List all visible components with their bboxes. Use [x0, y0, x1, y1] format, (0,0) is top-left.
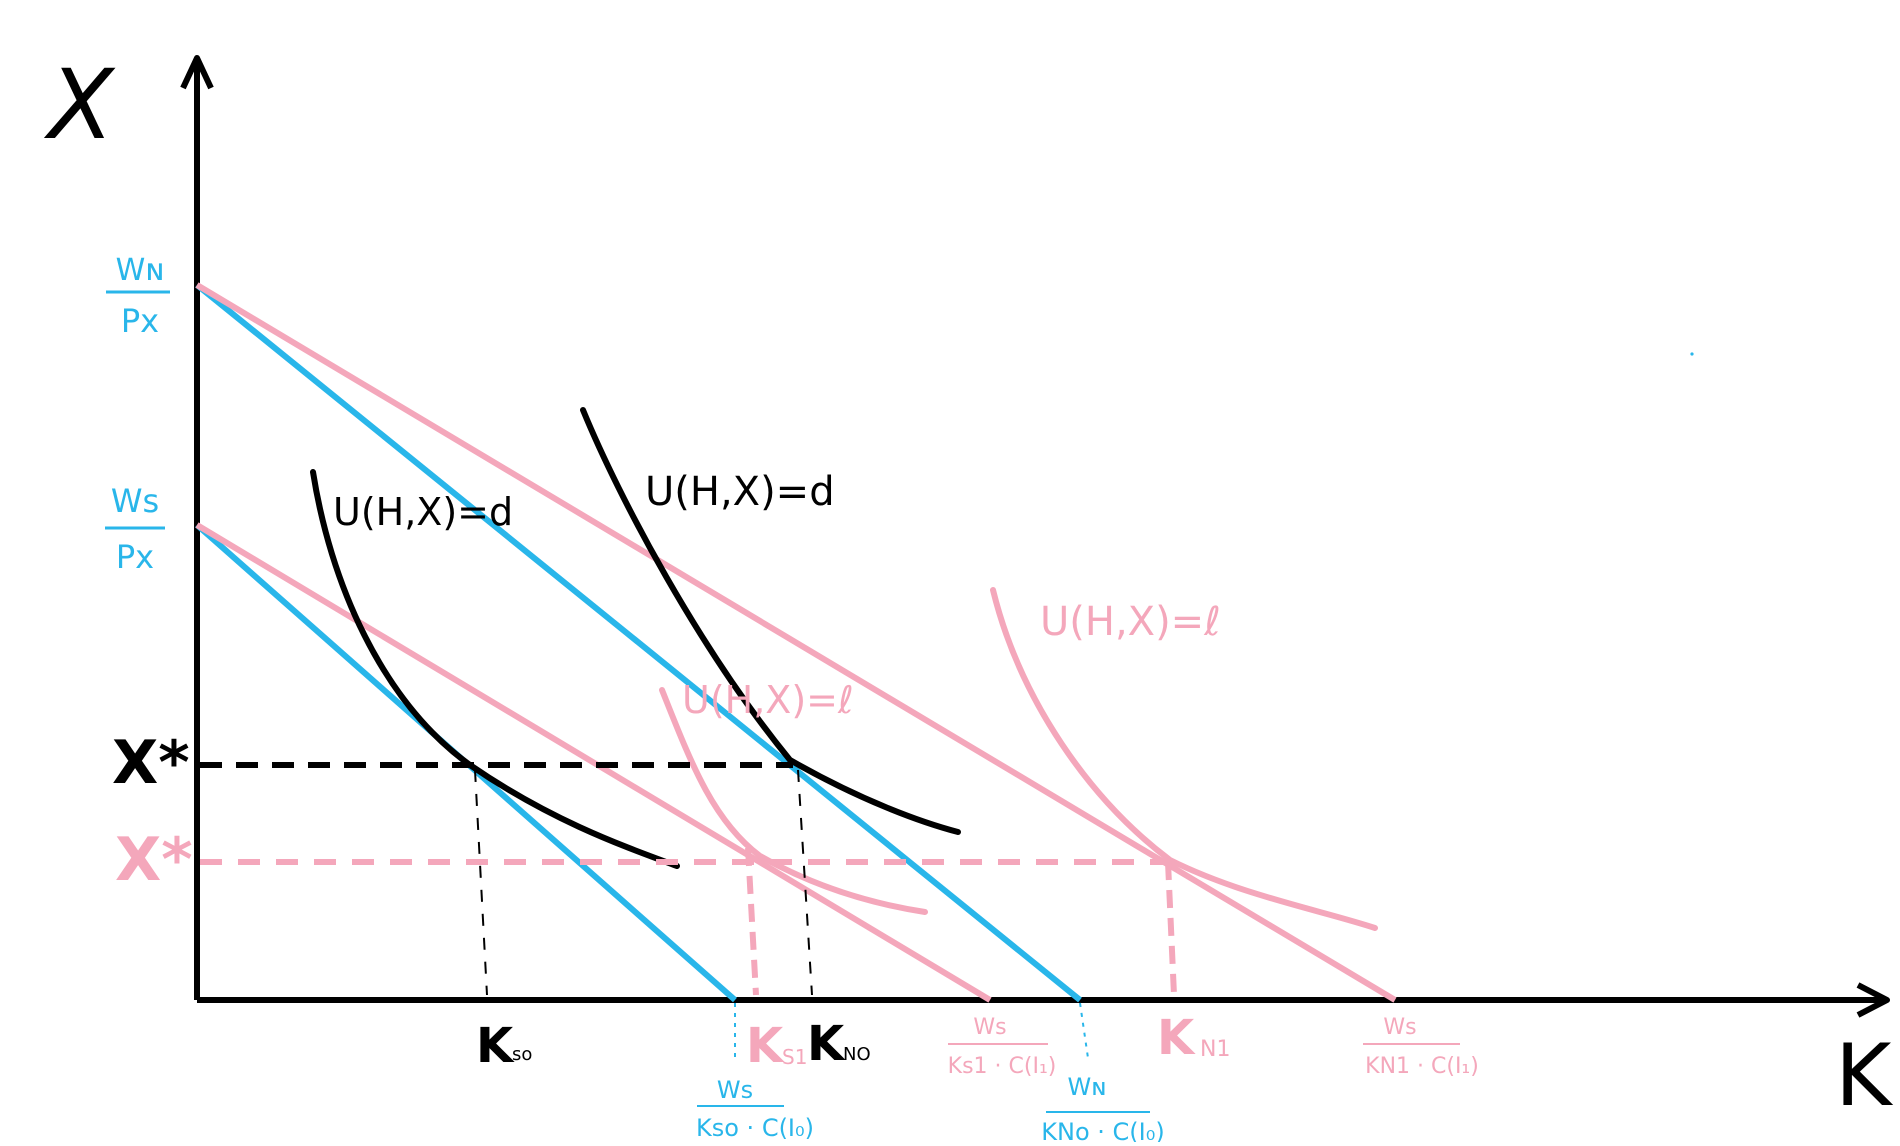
y-tick-wn-over-px: Wɴ Px: [106, 253, 170, 340]
indifference-curve-black-right: [580, 407, 961, 835]
black-indifference-curves: [310, 407, 961, 869]
fraction-kn0-numerator: Wɴ: [1068, 1073, 1107, 1101]
stray-blue-dot: [1690, 352, 1694, 356]
black-dashed-guides: [200, 762, 813, 996]
fraction-wn-over-kn0-c-i0: Wɴ KNo · C(I₀): [1041, 1073, 1164, 1146]
blue-budget-lines: [195, 282, 1082, 1003]
k-n0-label: K NO: [807, 1016, 871, 1072]
pink-dashed-guides: [200, 847, 1177, 996]
blue-budget-line-n0: [195, 282, 1082, 1003]
y-tick-ws-denominator: Px: [116, 538, 154, 576]
x-star-black-label: X*: [112, 728, 190, 798]
curve-label-pink-right: U(H,X)=ℓ: [1040, 599, 1221, 645]
k-n1-dashed-drop: [1165, 861, 1177, 996]
indifference-curve-pink-right: [990, 587, 1378, 931]
fraction-ks0-numerator: Ws: [717, 1076, 753, 1104]
x-axis-label: K: [1835, 1026, 1894, 1126]
pink-indifference-curves: [659, 587, 1378, 931]
y-tick-ws-numerator: Ws: [111, 482, 159, 520]
k-s0-main: K: [476, 1018, 515, 1074]
indifference-curve-black-left: [310, 469, 680, 869]
x-axis-arrowhead: [1856, 982, 1890, 1018]
fraction-ws-over-kn1-c-i1: Ws KN1 · C(I₁): [1363, 1015, 1479, 1079]
pink-budget-line-n1: [195, 282, 1397, 1003]
fraction-ws-over-kso-c-i0: Ws Kso · C(I₀): [696, 1076, 814, 1142]
x-star-pink-label: X*: [115, 825, 193, 895]
fraction-ks1-denominator: Ks1 · C(I₁): [948, 1054, 1057, 1079]
fraction-kn1-denominator: KN1 · C(I₁): [1365, 1054, 1479, 1079]
fraction-ks1-numerator: Ws: [973, 1015, 1006, 1040]
k-n1-main: K: [1157, 1010, 1196, 1066]
k-n0-main: K: [807, 1016, 846, 1072]
y-axis-label: X: [43, 49, 116, 161]
fraction-kn1-numerator: Ws: [1383, 1015, 1416, 1040]
curve-label-black-left: U(H,X)=d: [333, 490, 513, 534]
indifference-curve-pink-mid: [659, 687, 928, 915]
y-axis-arrowhead: [180, 55, 214, 90]
k-s0-label: K so: [476, 1018, 532, 1074]
fraction-ks0-denominator: Kso · C(I₀): [696, 1114, 814, 1142]
k-s1-label: K S1: [746, 1018, 807, 1074]
fraction-ws-over-ks1-c-i1: Ws Ks1 · C(I₁): [948, 1015, 1057, 1079]
k-s0-sub: so: [512, 1044, 532, 1065]
k-s1-sub: S1: [782, 1045, 807, 1069]
y-tick-wn-numerator: Wɴ: [116, 253, 165, 288]
curve-label-pink-mid: U(H,X)=ℓ: [682, 678, 854, 722]
k-s1-main: K: [746, 1018, 785, 1074]
curve-label-black-right: U(H,X)=d: [645, 469, 835, 515]
k-n1-label: K N1: [1157, 1010, 1230, 1066]
axes: [180, 55, 1890, 1018]
fraction-kn0-denominator: KNo · C(I₀): [1041, 1118, 1164, 1142]
k-s1-dashed-drop: [745, 847, 759, 996]
y-tick-ws-over-px: Ws Px: [105, 482, 165, 576]
k-s0-dashed-drop: [474, 769, 488, 996]
pink-budget-line-s1: [195, 522, 992, 1003]
k-n0-sub: NO: [843, 1044, 871, 1065]
y-tick-wn-denominator: Px: [121, 302, 159, 340]
blue-intercept-tick-n0: [1079, 1002, 1089, 1059]
pink-budget-lines: [195, 282, 1397, 1003]
k-n1-sub: N1: [1200, 1037, 1230, 1062]
